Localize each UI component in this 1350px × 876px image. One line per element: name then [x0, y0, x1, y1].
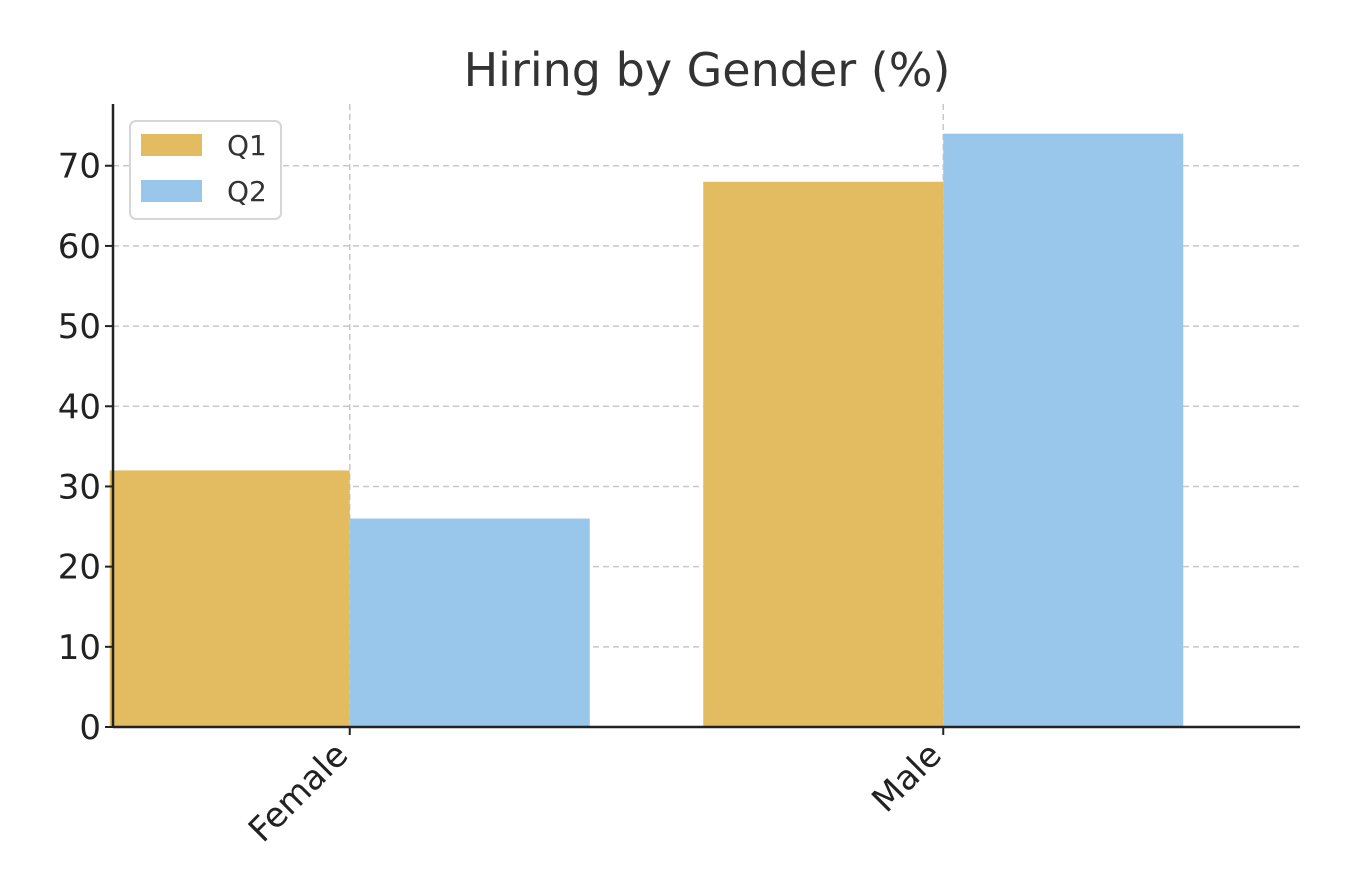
- legend-swatch-q1: [141, 134, 202, 156]
- chart-title: Hiring by Gender (%): [464, 43, 951, 97]
- y-tick-label: 70: [58, 147, 101, 187]
- legend-swatch-q2: [141, 180, 202, 202]
- y-tick-label: 60: [58, 227, 101, 267]
- y-tick-label: 0: [79, 708, 101, 748]
- bar-q1-male: [703, 181, 944, 727]
- y-tick-label: 40: [58, 387, 101, 427]
- bar-q1-female: [109, 470, 350, 727]
- axes: [105, 104, 1300, 735]
- y-tick-label: 50: [58, 307, 101, 347]
- bar-q2-female: [349, 518, 590, 727]
- y-tick-label: 20: [58, 548, 101, 588]
- legend-label-q2: Q2: [227, 175, 267, 208]
- bar-q2-male: [943, 133, 1184, 727]
- legend-label-q1: Q1: [227, 129, 267, 162]
- y-tick-label: 10: [58, 628, 101, 668]
- x-tick-label: Female: [241, 735, 356, 850]
- bars: [109, 133, 1184, 727]
- x-tick-label: Male: [864, 735, 949, 820]
- y-tick-label: 30: [58, 467, 101, 507]
